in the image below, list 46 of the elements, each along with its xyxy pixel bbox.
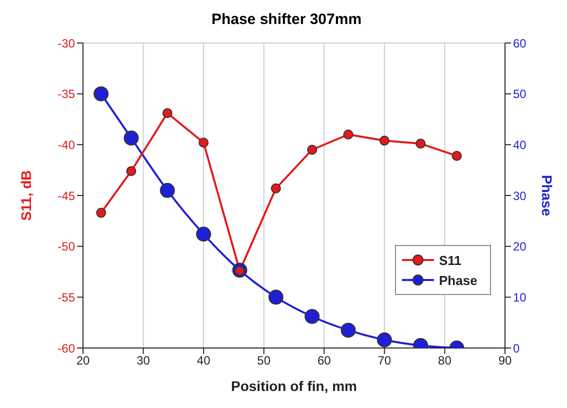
point xyxy=(196,226,212,242)
point xyxy=(416,138,426,149)
x-tick-label: 50 xyxy=(257,354,271,368)
y2-tick-label: 10 xyxy=(513,290,527,304)
y-tick-label: -55 xyxy=(58,290,76,304)
chart-title: Phase shifter 307mm xyxy=(210,10,363,30)
y2-tick-label: 40 xyxy=(513,138,527,152)
x-axis-title: Position of fin, mm xyxy=(231,378,357,394)
point xyxy=(452,150,462,161)
x-tick-label: 20 xyxy=(76,354,90,368)
x-tick-label: 70 xyxy=(378,354,392,368)
point xyxy=(162,108,172,118)
point xyxy=(270,183,281,194)
y-tick-label: -30 xyxy=(58,36,76,50)
y2-tick-label: 0 xyxy=(513,341,520,356)
legend-label: S11 xyxy=(439,252,462,268)
point xyxy=(198,138,209,148)
y-tick-label: -45 xyxy=(58,188,76,203)
point xyxy=(96,208,106,218)
legend-label: Phase xyxy=(439,272,478,288)
point xyxy=(160,182,175,198)
x-tick-label: 90 xyxy=(498,354,512,368)
x-tick-label: 40 xyxy=(196,354,211,368)
point xyxy=(304,308,320,324)
y-tick-label: -50 xyxy=(58,240,76,254)
y-tick-label: -35 xyxy=(58,87,76,102)
y2-tick-label: 60 xyxy=(513,36,527,50)
y2-axis-title: Phase xyxy=(539,174,556,216)
point xyxy=(94,86,109,102)
point xyxy=(379,136,390,146)
point xyxy=(343,130,354,140)
point xyxy=(268,290,284,305)
x-tick-label: 60 xyxy=(317,354,332,368)
y2-tick-label: 20 xyxy=(513,240,527,254)
point xyxy=(126,166,136,176)
point xyxy=(340,322,356,338)
point xyxy=(124,130,139,146)
point xyxy=(376,332,392,348)
y-tick-label: -60 xyxy=(58,341,76,356)
y-axis-title: S11, dB xyxy=(18,170,34,221)
y2-tick-label: 30 xyxy=(513,188,527,203)
y2-tick-label: 50 xyxy=(513,87,527,102)
y-tick-label: -40 xyxy=(58,138,76,152)
x-tick-label: 30 xyxy=(136,354,150,368)
point xyxy=(307,144,318,155)
x-tick-label: 80 xyxy=(438,354,452,368)
